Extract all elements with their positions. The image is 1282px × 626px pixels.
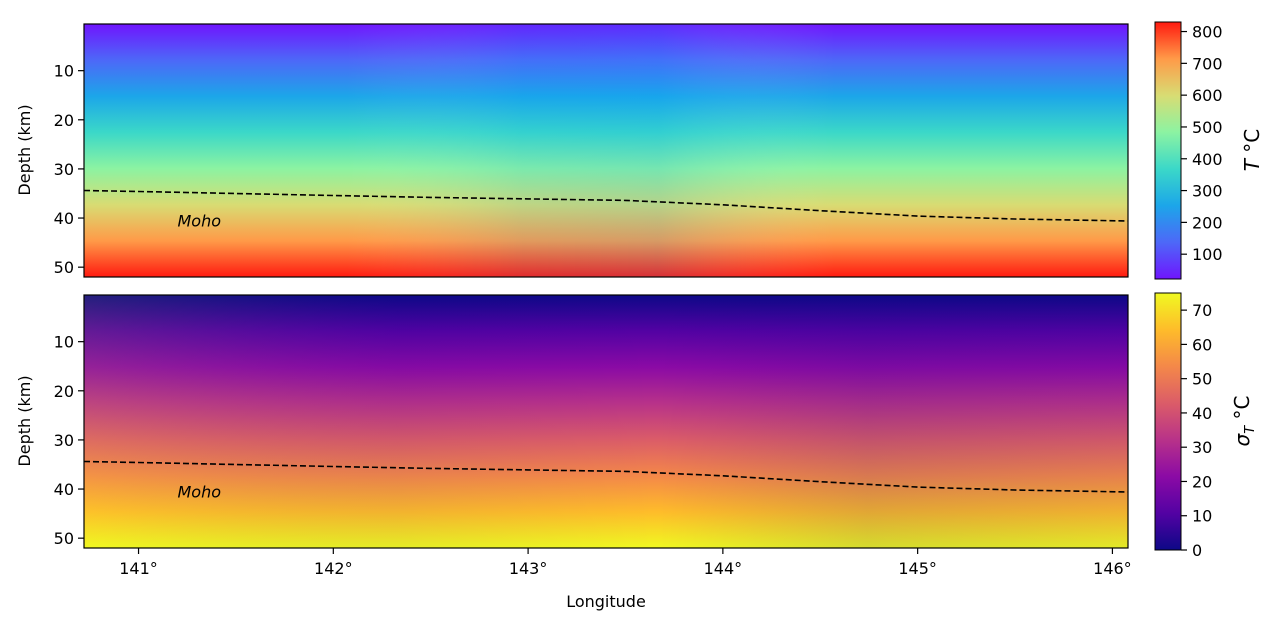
colorbar-tick-label: 600 — [1192, 86, 1223, 105]
x-tick-label: 144° — [704, 559, 743, 578]
temperature-panel: Moho 10 20 30 40 50 Depth (km) — [15, 23, 1129, 278]
y-tick-label: 40 — [54, 209, 74, 228]
uncertainty-axes-frame — [83, 294, 1129, 549]
uncertainty-colorbar-gradient — [1154, 292, 1182, 551]
temperature-colorbar-ticks: 100 200 300 400 500 600 700 800 — [1181, 23, 1223, 264]
uncertainty-colorbar-label-unit: °C — [1230, 396, 1254, 426]
moho-line-bottom — [83, 460, 1129, 493]
x-axis-label: Longitude — [566, 592, 646, 611]
colorbar-tick-label: 500 — [1192, 118, 1223, 137]
temperature-colorbar-label-symbol: T — [1240, 157, 1264, 171]
x-tick-label: 146° — [1093, 559, 1132, 578]
y-tick-label: 30 — [54, 160, 74, 179]
temperature-field-variation — [84, 24, 1128, 277]
colorbar-tick-label: 200 — [1192, 213, 1223, 232]
y-tick-label: 20 — [54, 382, 74, 401]
colorbar-tick-label: 10 — [1192, 507, 1212, 526]
y-tick-label: 40 — [54, 480, 74, 499]
temperature-y-ticks: 10 20 30 40 50 — [54, 62, 84, 277]
colorbar-tick-label: 400 — [1192, 150, 1223, 169]
x-tick-label: 145° — [898, 559, 937, 578]
colorbar-tick-label: 100 — [1192, 245, 1223, 264]
colorbar-tick-label: 0 — [1192, 541, 1202, 560]
x-tick-label: 142° — [314, 559, 353, 578]
temperature-colorbar: 100 200 300 400 500 600 700 800 T °C — [1154, 21, 1264, 280]
uncertainty-y-axis-label: Depth (km) — [15, 375, 34, 466]
uncertainty-colorbar-ticks: 0 10 20 30 40 50 60 70 — [1181, 301, 1212, 560]
y-tick-label: 10 — [54, 62, 74, 81]
colorbar-tick-label: 800 — [1192, 23, 1223, 42]
uncertainty-field-variation — [84, 295, 1128, 548]
temperature-colorbar-label-unit: °C — [1240, 129, 1264, 159]
temperature-colorbar-gradient — [1154, 21, 1182, 280]
uncertainty-colorbar-label-symbol: σ — [1230, 432, 1254, 446]
colorbar-tick-label: 70 — [1192, 301, 1212, 320]
temperature-y-axis-label: Depth (km) — [15, 104, 34, 195]
uncertainty-y-ticks: 10 20 30 40 50 — [54, 333, 84, 548]
temperature-colorbar-label: T °C — [1240, 129, 1264, 172]
x-tick-label: 141° — [119, 559, 158, 578]
moho-label-bottom: Moho — [178, 483, 222, 502]
moho-line-top — [83, 189, 1129, 222]
uncertainty-panel: Moho 10 20 30 40 50 141° 142° 143° 144° 145° 146°… — [15, 294, 1132, 611]
y-tick-label: 50 — [54, 258, 74, 277]
uncertainty-colorbar: 0 10 20 30 40 50 60 70 σT °C — [1154, 292, 1258, 560]
uncertainty-x-ticks: 141° 142° 143° 144° 145° 146° — [119, 548, 1132, 578]
uncertainty-colorbar-label-subscript: T — [1243, 425, 1258, 434]
colorbar-tick-label: 20 — [1192, 472, 1212, 491]
y-tick-label: 30 — [54, 431, 74, 450]
colorbar-tick-label: 700 — [1192, 54, 1223, 73]
y-tick-label: 50 — [54, 529, 74, 548]
temperature-axes-frame — [83, 23, 1129, 278]
colorbar-tick-label: 60 — [1192, 335, 1212, 354]
moho-label-top: Moho — [178, 212, 222, 231]
colorbar-tick-label: 40 — [1192, 404, 1212, 423]
y-tick-label: 10 — [54, 333, 74, 352]
x-tick-label: 143° — [509, 559, 548, 578]
colorbar-tick-label: 30 — [1192, 438, 1212, 457]
uncertainty-colorbar-label: σT °C — [1230, 396, 1258, 447]
y-tick-label: 20 — [54, 111, 74, 130]
colorbar-tick-label: 300 — [1192, 182, 1223, 201]
colorbar-tick-label: 50 — [1192, 370, 1212, 389]
